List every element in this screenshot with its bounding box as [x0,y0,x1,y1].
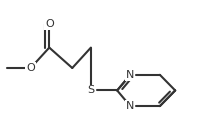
Text: N: N [126,70,134,80]
Text: N: N [126,101,134,111]
Text: O: O [26,63,35,73]
Text: S: S [87,85,94,95]
Text: O: O [45,19,54,30]
